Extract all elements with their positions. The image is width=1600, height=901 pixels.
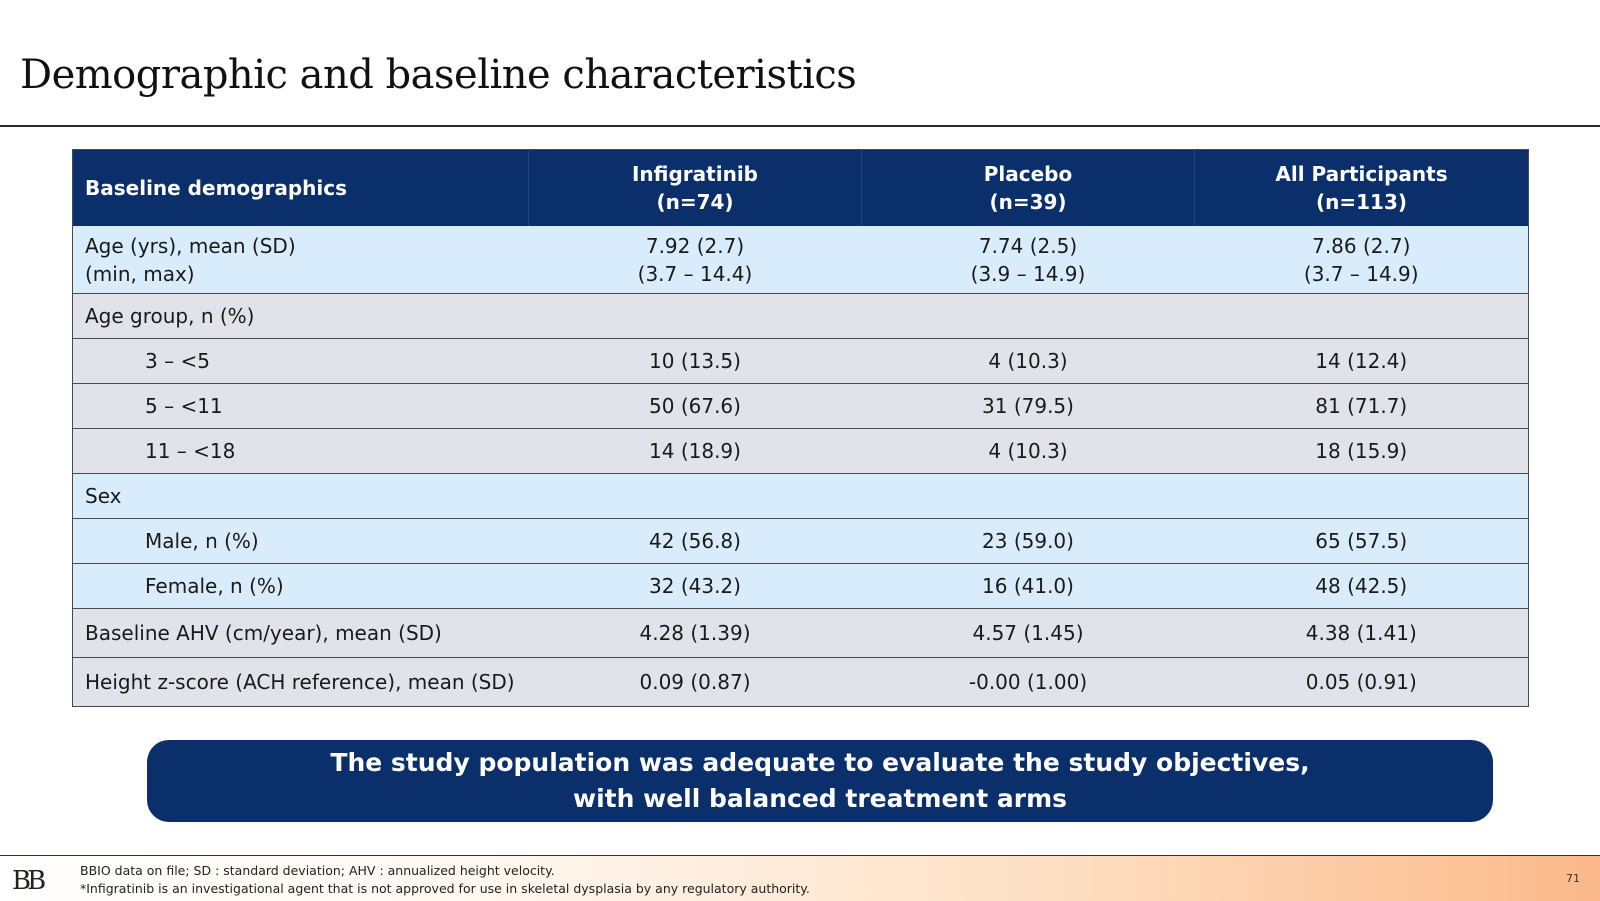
header-placebo: Placebo (n=39) <box>861 149 1195 226</box>
footnote-line-2: *Infigratinib is an investigational agen… <box>80 881 810 896</box>
cell-placebo <box>861 473 1195 519</box>
table-row-age: Age (yrs), mean (SD) (min, max) 7.92 (2.7… <box>72 226 1529 294</box>
slide-title: Demographic and baseline characteristics <box>20 52 857 98</box>
row-label: 11 – <18 <box>72 428 529 474</box>
row-label: Female, n (%) <box>72 563 529 609</box>
footnote: BBIO data on file; SD : standard deviati… <box>80 862 810 898</box>
table-row-age-group: Age group, n (%) <box>72 293 1529 339</box>
table-row-baseline-ahv: Baseline AHV (cm/year), mean (SD) 4.28 (… <box>72 608 1529 658</box>
cell-all: 0.05 (0.91) <box>1194 657 1529 707</box>
cell-all: 48 (42.5) <box>1194 563 1529 609</box>
table-row-age-5-11: 5 – <11 50 (67.6) 31 (79.5) 81 (71.7) <box>72 383 1529 429</box>
cell-infigratinib: 50 (67.6) <box>528 383 862 429</box>
table-row-male: Male, n (%) 42 (56.8) 23 (59.0) 65 (57.5… <box>72 518 1529 564</box>
cell-all: 4.38 (1.41) <box>1194 608 1529 658</box>
table-row-age-3-5: 3 – <5 10 (13.5) 4 (10.3) 14 (12.4) <box>72 338 1529 384</box>
company-logo: BB <box>12 866 46 896</box>
cell-all: 14 (12.4) <box>1194 338 1529 384</box>
cell-all <box>1194 473 1529 519</box>
cell-placebo: 16 (41.0) <box>861 563 1195 609</box>
table-row-female: Female, n (%) 32 (43.2) 16 (41.0) 48 (42… <box>72 563 1529 609</box>
conclusion-callout: The study population was adequate to eva… <box>147 740 1493 822</box>
cell-placebo: 31 (79.5) <box>861 383 1195 429</box>
cell-placebo: 4 (10.3) <box>861 428 1195 474</box>
header-all-participants: All Participants (n=113) <box>1194 149 1529 226</box>
cell-infigratinib <box>528 473 862 519</box>
row-label: Age (yrs), mean (SD) (min, max) <box>72 226 529 294</box>
table-header-row: Baseline demographics Infigratinib (n=74)… <box>72 149 1529 226</box>
header-infigratinib: Infigratinib (n=74) <box>528 149 862 226</box>
row-label: Age group, n (%) <box>72 293 529 339</box>
table-row-sex: Sex <box>72 473 1529 519</box>
cell-all <box>1194 293 1529 339</box>
footnote-line-1: BBIO data on file; SD : standard deviati… <box>80 863 555 878</box>
row-label: Male, n (%) <box>72 518 529 564</box>
cell-all: 65 (57.5) <box>1194 518 1529 564</box>
row-label: 5 – <11 <box>72 383 529 429</box>
callout-line-1: The study population was adequate to eva… <box>330 748 1310 777</box>
cell-infigratinib: 0.09 (0.87) <box>528 657 862 707</box>
row-label: Baseline AHV (cm/year), mean (SD) <box>72 608 529 658</box>
row-label: Height z-score (ACH reference), mean (SD… <box>72 657 529 707</box>
cell-infigratinib: 32 (43.2) <box>528 563 862 609</box>
row-label: Sex <box>72 473 529 519</box>
cell-placebo: 23 (59.0) <box>861 518 1195 564</box>
cell-infigratinib: 10 (13.5) <box>528 338 862 384</box>
title-divider <box>0 125 1600 127</box>
cell-infigratinib: 4.28 (1.39) <box>528 608 862 658</box>
page-number: 71 <box>1566 872 1580 885</box>
cell-placebo: 7.74 (2.5) (3.9 – 14.9) <box>861 226 1195 294</box>
cell-placebo <box>861 293 1195 339</box>
cell-infigratinib <box>528 293 862 339</box>
slide-footer: BB BBIO data on file; SD : standard devi… <box>0 855 1600 901</box>
demographics-table: Baseline demographics Infigratinib (n=74)… <box>72 149 1529 707</box>
cell-placebo: 4.57 (1.45) <box>861 608 1195 658</box>
cell-all: 81 (71.7) <box>1194 383 1529 429</box>
cell-infigratinib: 42 (56.8) <box>528 518 862 564</box>
header-baseline-demographics: Baseline demographics <box>72 149 529 226</box>
cell-placebo: 4 (10.3) <box>861 338 1195 384</box>
cell-infigratinib: 7.92 (2.7) (3.7 – 14.4) <box>528 226 862 294</box>
table-row-age-11-18: 11 – <18 14 (18.9) 4 (10.3) 18 (15.9) <box>72 428 1529 474</box>
cell-all: 18 (15.9) <box>1194 428 1529 474</box>
cell-all: 7.86 (2.7) (3.7 – 14.9) <box>1194 226 1529 294</box>
cell-placebo: -0.00 (1.00) <box>861 657 1195 707</box>
row-label: 3 – <5 <box>72 338 529 384</box>
cell-infigratinib: 14 (18.9) <box>528 428 862 474</box>
callout-line-2: with well balanced treatment arms <box>572 784 1068 813</box>
table-row-height-z-score: Height z-score (ACH reference), mean (SD… <box>72 657 1529 707</box>
